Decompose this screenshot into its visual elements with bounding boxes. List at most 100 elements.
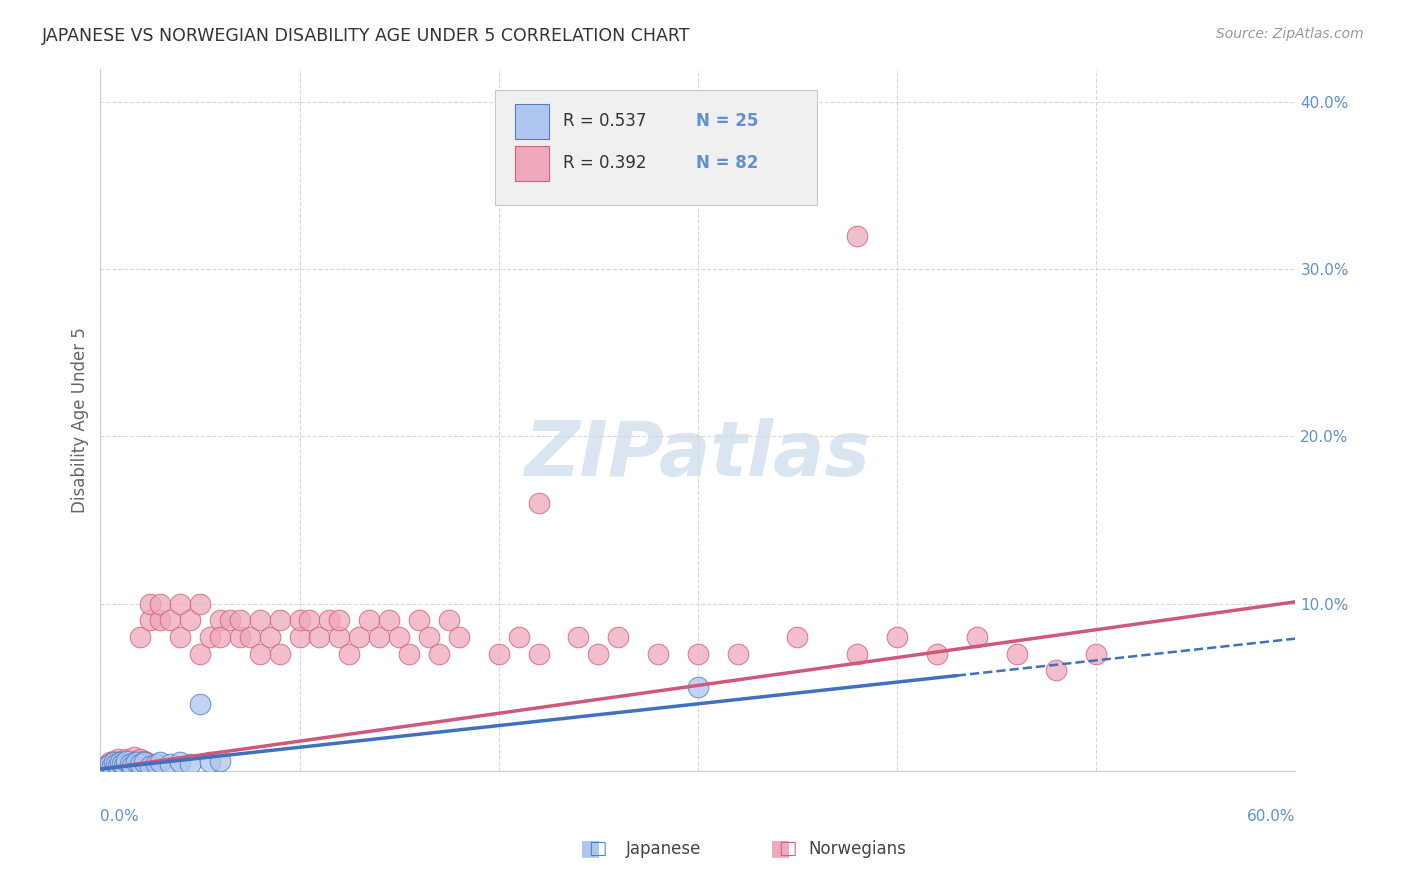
Point [229, 613, 252, 627]
Point [966, 630, 988, 644]
Point [117, 756, 139, 770]
Text: □: □ [778, 839, 797, 858]
Point [349, 630, 371, 644]
Point [110, 756, 132, 770]
Point [115, 754, 138, 768]
Point [418, 630, 440, 644]
Point [1085, 647, 1108, 661]
Point [127, 756, 149, 770]
Point [437, 613, 460, 627]
Point [527, 647, 550, 661]
Point [925, 647, 948, 661]
Bar [515, 145, 548, 181]
Text: Norwegians: Norwegians [808, 840, 907, 858]
Point [208, 754, 231, 768]
Point [328, 613, 350, 627]
Point [149, 756, 172, 770]
Point [179, 613, 201, 627]
Point [134, 754, 156, 768]
Point [129, 630, 152, 644]
Point [527, 496, 550, 510]
Point [408, 613, 430, 627]
Point [101, 758, 124, 772]
Point [139, 758, 162, 772]
Point [846, 228, 869, 243]
Point [318, 613, 340, 627]
Point [120, 754, 142, 768]
Point [169, 630, 191, 644]
Point [112, 758, 135, 772]
Point [447, 630, 470, 644]
Text: ZIPatlas: ZIPatlas [524, 417, 870, 491]
Point [135, 756, 157, 770]
Text: □: □ [588, 839, 607, 858]
Text: N = 25: N = 25 [696, 112, 758, 130]
Point [378, 613, 401, 627]
Point [145, 757, 167, 772]
Point [846, 647, 869, 661]
Point [337, 647, 360, 661]
Point [111, 757, 134, 772]
Point [121, 758, 143, 772]
Point [427, 647, 450, 661]
Point [886, 630, 908, 644]
Point [198, 630, 221, 644]
Point [169, 597, 191, 611]
Point [727, 647, 749, 661]
Point [107, 752, 129, 766]
Point [110, 756, 132, 770]
Text: Japanese: Japanese [626, 840, 702, 858]
Point [388, 630, 411, 644]
Point [159, 613, 181, 627]
Text: R = 0.537: R = 0.537 [562, 112, 647, 130]
Point [249, 647, 271, 661]
Point [208, 630, 231, 644]
Point [198, 756, 221, 770]
Point [169, 756, 191, 770]
Point [288, 613, 311, 627]
Point [149, 613, 172, 627]
Point [269, 613, 291, 627]
Point [567, 630, 589, 644]
Point [607, 630, 630, 644]
Point [159, 757, 181, 772]
Point [122, 750, 145, 764]
Point [588, 647, 610, 661]
Text: ■: ■ [581, 838, 600, 858]
Point [1045, 664, 1067, 678]
Point [125, 756, 148, 770]
Point [208, 613, 231, 627]
Point [218, 613, 240, 627]
Point [1005, 647, 1028, 661]
Point [179, 757, 201, 772]
FancyBboxPatch shape [495, 89, 817, 205]
Point [134, 756, 156, 770]
Point [103, 756, 125, 770]
Point [308, 630, 330, 644]
Point [139, 597, 162, 611]
Point [786, 630, 808, 644]
Point [686, 647, 709, 661]
Text: Source: ZipAtlas.com: Source: ZipAtlas.com [1216, 27, 1364, 41]
Y-axis label: Disability Age Under 5: Disability Age Under 5 [72, 326, 89, 513]
Point [149, 597, 172, 611]
Point [129, 757, 152, 772]
Point [98, 756, 121, 770]
Point [98, 757, 121, 772]
Text: 0.0%: 0.0% [100, 809, 139, 824]
Text: N = 82: N = 82 [696, 154, 758, 172]
Point [112, 757, 135, 772]
Point [107, 758, 129, 772]
Point [105, 757, 128, 772]
Text: 60.0%: 60.0% [1247, 809, 1295, 824]
Point [508, 630, 530, 644]
Point [488, 647, 510, 661]
Point [96, 758, 118, 772]
Point [229, 630, 252, 644]
Point [288, 630, 311, 644]
Text: ■: ■ [770, 838, 790, 858]
Point [121, 756, 143, 770]
Point [125, 754, 148, 768]
Point [359, 613, 381, 627]
Point [115, 752, 138, 766]
